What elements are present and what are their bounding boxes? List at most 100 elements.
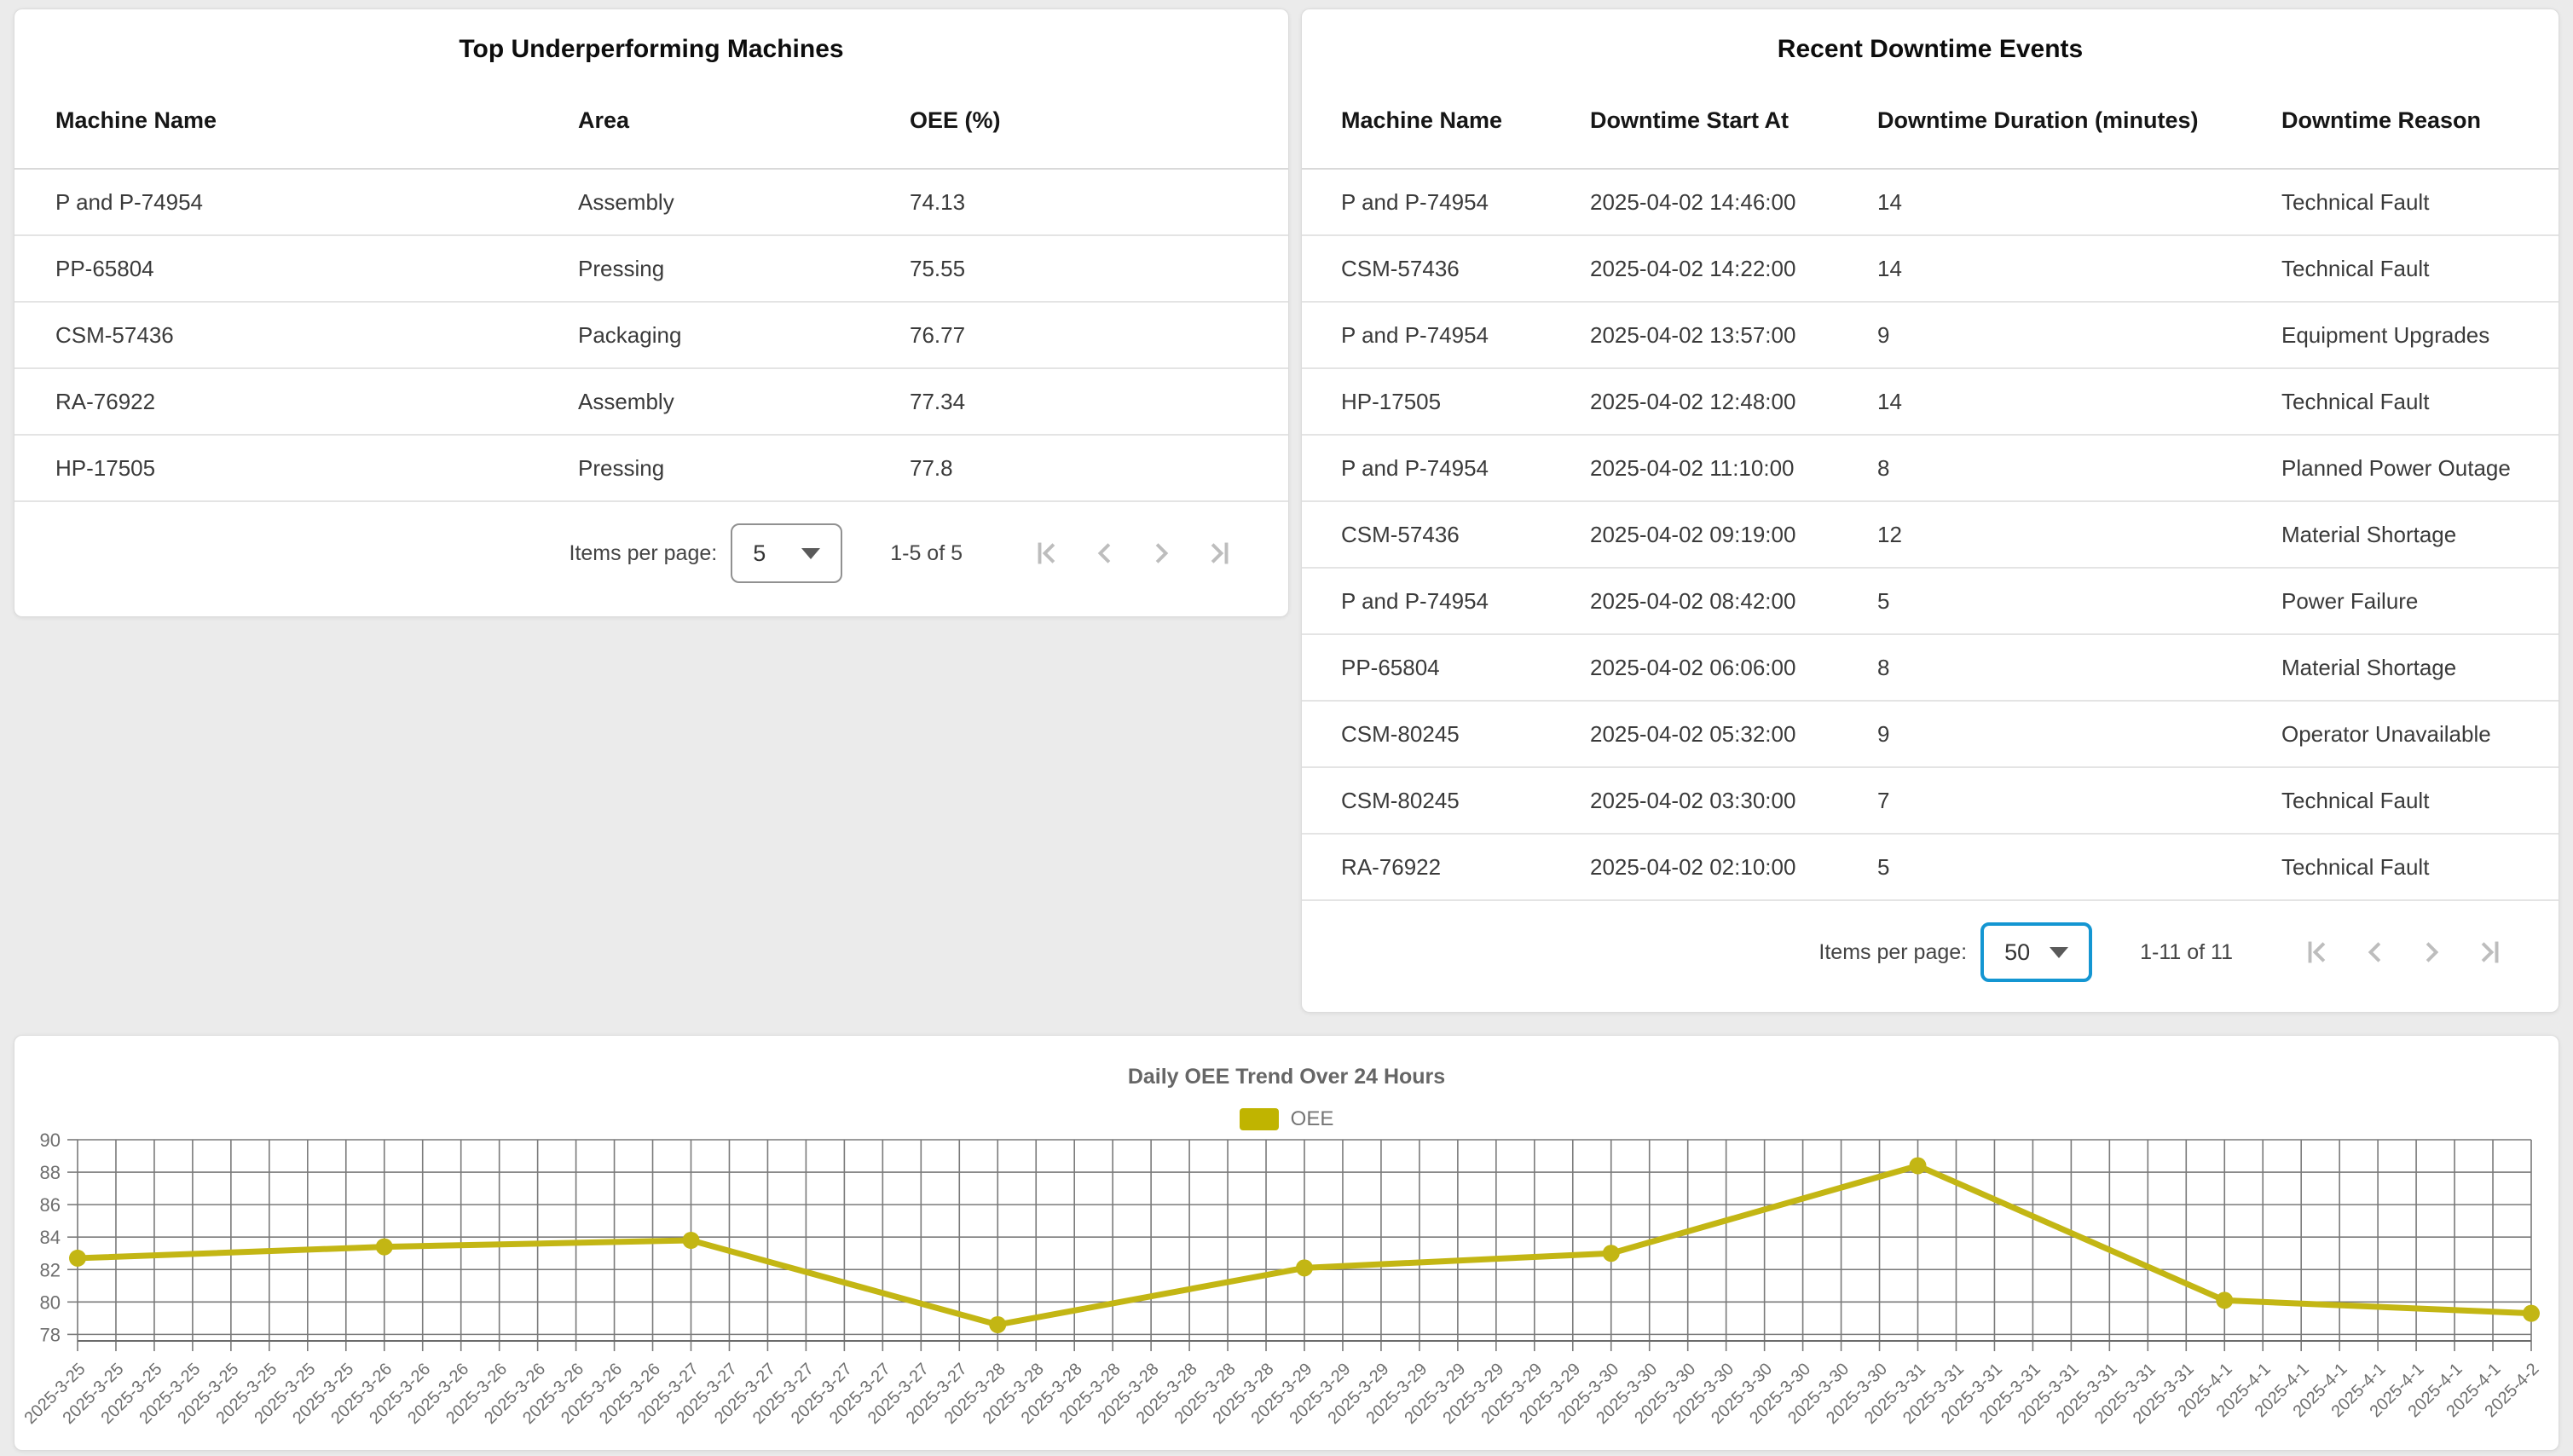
table-cell: 12 — [1877, 521, 1902, 547]
last-page-button[interactable] — [2473, 935, 2507, 969]
table-cell: RA-76922 — [1341, 853, 1442, 880]
table-row: CSM-57436 2025-04-02 09:19:00 12 Material S… — [1302, 502, 2559, 569]
table-row: HP-17505 2025-04-02 12:48:00 14 Technical F… — [1302, 369, 2559, 436]
oee-trend-line-chart: 788082848688902025-3-252025-3-252025-3-2… — [20, 1130, 2542, 1428]
items-per-page-select[interactable]: 5 — [731, 523, 843, 583]
table-body: P and P-74954 Assembly 74.13 PP-65804 Pressi… — [14, 170, 1288, 502]
table-cell: 2025-04-02 02:10:00 — [1590, 853, 1796, 880]
table-cell: CSM-57436 — [55, 321, 174, 348]
table-cell: 2025-04-02 14:46:00 — [1590, 188, 1796, 215]
table-cell: CSM-80245 — [1341, 787, 1460, 813]
table-cell: CSM-57436 — [1341, 521, 1460, 547]
next-page-button[interactable] — [2415, 935, 2449, 969]
table-cell: CSM-57436 — [1341, 255, 1460, 281]
items-per-page-label: Items per page: — [1818, 939, 1968, 964]
first-page-icon — [1038, 542, 1055, 564]
table-cell: Assembly — [578, 388, 674, 414]
table-cell: P and P-74954 — [55, 188, 203, 215]
table-cell: 2025-04-02 12:48:00 — [1590, 388, 1796, 414]
chart-legend[interactable]: OEE — [14, 1107, 2559, 1131]
table-cell: PP-65804 — [1341, 654, 1440, 680]
chevron-right-icon — [1155, 543, 1169, 563]
table-cell: P and P-74954 — [1341, 587, 1489, 614]
column-header: OEE (%) — [910, 107, 1001, 133]
table-cell: Pressing — [578, 255, 665, 281]
recent-downtime-events-card: Recent Downtime Events Machine Name Downt… — [1301, 9, 2559, 1013]
prev-page-button[interactable] — [1087, 536, 1121, 570]
table-header-row: Machine Name Area OEE (%) — [14, 72, 1288, 170]
table-cell: 2025-04-02 13:57:00 — [1590, 321, 1796, 348]
table-cell: Equipment Upgrades — [2281, 321, 2490, 348]
chevron-left-icon — [1097, 543, 1111, 563]
table-cell: Technical Fault — [2281, 188, 2430, 215]
column-header: Area — [578, 107, 630, 133]
table-row: P and P-74954 2025-04-02 14:46:00 14 Techni… — [1302, 170, 2559, 236]
table-cell: CSM-80245 — [1341, 720, 1460, 747]
table-cell: Technical Fault — [2281, 388, 2430, 414]
page-range-label: 1-11 of 11 — [2140, 939, 2233, 964]
table-cell: 9 — [1877, 720, 1890, 747]
table-cell: 76.77 — [910, 321, 966, 348]
pagination-nav — [1005, 536, 1237, 570]
table-cell: 8 — [1877, 654, 1890, 680]
paginator: Items per page: 5 1-5 of 5 — [14, 502, 1288, 616]
table-cell: Material Shortage — [2281, 654, 2457, 680]
table-cell: Planned Power Outage — [2281, 454, 2511, 481]
svg-text:82: 82 — [40, 1259, 61, 1280]
items-per-page-label: Items per page: — [569, 540, 718, 565]
chevron-down-icon — [2050, 946, 2069, 958]
table-row: P and P-74954 2025-04-02 11:10:00 8 Planned… — [1302, 436, 2559, 502]
table-row: PP-65804 2025-04-02 06:06:00 8 Material Sho… — [1302, 635, 2559, 702]
table-row: P and P-74954 2025-04-02 13:57:00 9 Equipme… — [1302, 303, 2559, 369]
table-cell: 9 — [1877, 321, 1890, 348]
first-page-icon — [2308, 941, 2326, 963]
table-row: P and P-74954 Assembly 74.13 — [14, 170, 1288, 236]
pagination-nav — [2275, 935, 2507, 969]
svg-text:90: 90 — [40, 1130, 61, 1151]
table-cell: PP-65804 — [55, 255, 154, 281]
items-per-page-select[interactable]: 50 — [1980, 922, 2093, 982]
table-cell: 8 — [1877, 454, 1890, 481]
table-cell: P and P-74954 — [1341, 188, 1489, 215]
column-header: Machine Name — [55, 107, 217, 133]
next-page-button[interactable] — [1145, 536, 1179, 570]
table-header-row: Machine Name Downtime Start At Downtime Du… — [1302, 72, 2559, 170]
table-cell: 2025-04-02 08:42:00 — [1590, 587, 1796, 614]
table-cell: 74.13 — [910, 188, 966, 215]
table-row: RA-76922 2025-04-02 02:10:00 5 Technical Fa… — [1302, 835, 2559, 901]
table-cell: P and P-74954 — [1341, 454, 1489, 481]
table-row: CSM-57436 2025-04-02 14:22:00 14 Technical … — [1302, 236, 2559, 303]
prev-page-button[interactable] — [2357, 935, 2391, 969]
column-header: Downtime Reason — [2281, 107, 2482, 133]
table-cell: Packaging — [578, 321, 682, 348]
table-row: PP-65804 Pressing 75.55 — [14, 236, 1288, 303]
table-cell: HP-17505 — [55, 454, 156, 481]
chevron-right-icon — [2426, 942, 2439, 962]
table-cell: 2025-04-02 06:06:00 — [1590, 654, 1796, 680]
table-cell: HP-17505 — [1341, 388, 1442, 414]
column-header: Machine Name — [1341, 107, 1503, 133]
table-cell: 7 — [1877, 787, 1890, 813]
last-page-button[interactable] — [1203, 536, 1237, 570]
card-title: Top Underperforming Machines — [459, 35, 844, 63]
chevron-down-icon — [801, 547, 821, 559]
first-page-button[interactable] — [1029, 536, 1063, 570]
legend-swatch-oee — [1239, 1108, 1279, 1130]
table-cell: 2025-04-02 05:32:00 — [1590, 720, 1796, 747]
table-cell: 2025-04-02 14:22:00 — [1590, 255, 1796, 281]
table-cell: Material Shortage — [2281, 521, 2457, 547]
svg-text:86: 86 — [40, 1194, 61, 1216]
card-title: Recent Downtime Events — [1777, 35, 2084, 63]
table-cell: Pressing — [578, 454, 665, 481]
svg-text:84: 84 — [40, 1227, 61, 1248]
column-header: Downtime Start At — [1590, 107, 1790, 133]
table-cell: 77.8 — [910, 454, 953, 481]
svg-text:78: 78 — [40, 1324, 61, 1345]
table-cell: 5 — [1877, 853, 1890, 880]
table-cell: Technical Fault — [2281, 853, 2430, 880]
table-cell: RA-76922 — [55, 388, 156, 414]
table-row: P and P-74954 2025-04-02 08:42:00 5 Power F… — [1302, 569, 2559, 635]
svg-text:88: 88 — [40, 1162, 61, 1183]
chevron-left-icon — [2368, 942, 2381, 962]
first-page-button[interactable] — [2299, 935, 2333, 969]
